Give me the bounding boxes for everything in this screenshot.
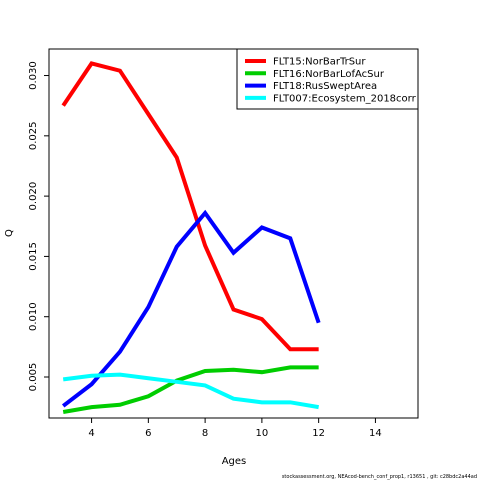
- y-tick-label: 0.005: [28, 363, 39, 392]
- legend-label: FLT15:NorBarTrSur: [273, 57, 366, 68]
- legend: FLT15:NorBarTrSurFLT16:NorBarLofAcSurFLT…: [236, 48, 419, 110]
- x-tick-label: 12: [312, 428, 325, 439]
- series-line-4: [62, 372, 319, 410]
- y-tick-label: 0.015: [28, 242, 39, 271]
- y-tick-label: 0.020: [28, 182, 39, 211]
- x-tick-label: 10: [256, 428, 269, 439]
- y-tick-label: 0.010: [28, 302, 39, 331]
- x-tick-label: 4: [88, 428, 94, 439]
- x-tick-label: 6: [145, 428, 151, 439]
- footer-text: stockassessment.org, NEAcod-bench_conf_p…: [282, 474, 477, 480]
- y-tick-label: 0.025: [28, 122, 39, 151]
- legend-label: FLT18:RusSweptArea: [273, 81, 377, 92]
- series-line-1: [61, 61, 319, 352]
- x-axis: 4 6 8 10 12 14: [88, 418, 382, 439]
- y-axis: 0.005 0.010 0.015 0.020 0.025 0.030: [28, 61, 49, 391]
- series-layer: [61, 61, 321, 414]
- legend-label: FLT007:Ecosystem_2018corr: [273, 93, 417, 104]
- x-tick-label: 8: [202, 428, 208, 439]
- x-tick-label: 14: [369, 428, 382, 439]
- legend-label: FLT16:NorBarLofAcSur: [273, 69, 385, 80]
- plot-frame: [48, 48, 419, 419]
- x-axis-title: Ages: [222, 456, 247, 467]
- y-tick-label: 0.030: [28, 61, 39, 90]
- series-line-3: [61, 209, 321, 408]
- legend-box: [236, 48, 419, 110]
- y-axis-title: Q: [4, 229, 15, 237]
- series-line-2: [62, 365, 319, 414]
